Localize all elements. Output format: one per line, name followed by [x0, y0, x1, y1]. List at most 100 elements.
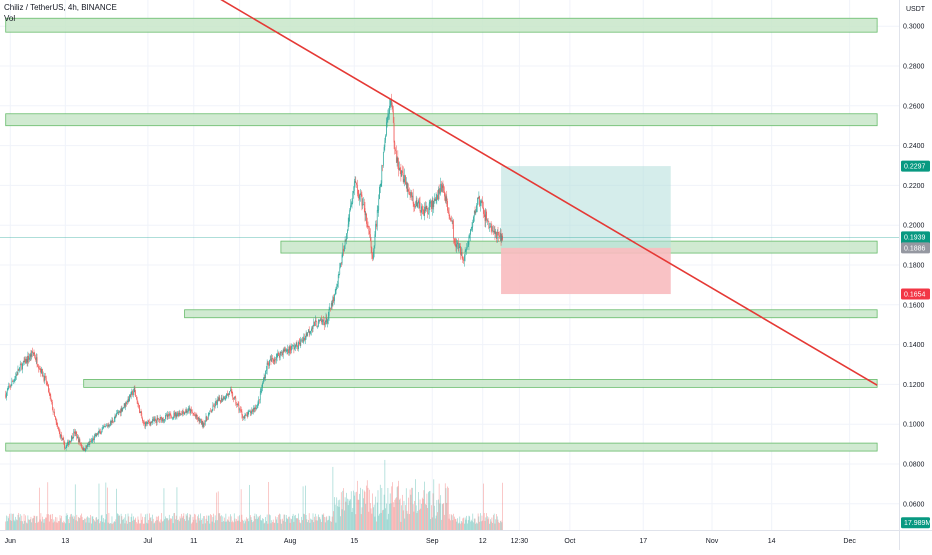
candle-body: [292, 345, 294, 347]
volume-bar: [382, 509, 384, 530]
volume-bar: [182, 515, 184, 530]
candle-body: [5, 394, 7, 398]
volume-bar: [196, 522, 198, 530]
volume-bar: [354, 492, 356, 530]
volume-bar: [457, 518, 458, 530]
candle-body: [343, 245, 345, 252]
candle-body: [452, 220, 454, 225]
volume-bar: [179, 516, 181, 530]
candle-body: [170, 413, 172, 418]
candle-body: [63, 439, 65, 442]
candle-body: [50, 395, 52, 400]
candle-body: [169, 413, 171, 415]
candle-body: [407, 189, 409, 192]
candle-body: [11, 381, 13, 386]
volume-bar: [85, 522, 87, 530]
volume-bar: [259, 514, 261, 530]
volume-label: Vol: [4, 14, 16, 23]
candle-body: [165, 414, 167, 416]
volume-bar: [269, 515, 271, 530]
volume-bar: [9, 513, 10, 530]
candle-body: [240, 409, 242, 412]
volume-bar: [9, 520, 11, 530]
candle-body: [104, 426, 106, 428]
volume-bar: [10, 513, 12, 530]
candle-body: [262, 381, 264, 384]
candle-body: [431, 199, 433, 209]
volume-bar: [93, 518, 94, 530]
candle-body: [103, 426, 105, 428]
volume-bar: [91, 516, 93, 530]
volume-bar: [440, 495, 442, 530]
volume-bar: [456, 521, 458, 530]
volume-bar: [45, 517, 47, 530]
candle-body: [312, 325, 314, 329]
volume-bar: [333, 511, 334, 530]
candle-body: [159, 417, 161, 421]
volume-bar: [238, 520, 240, 530]
candle-body: [75, 431, 77, 435]
candle-body: [207, 415, 209, 420]
candle-body: [321, 318, 322, 323]
candle-body: [369, 234, 371, 242]
candle-body: [235, 397, 237, 404]
candle-body: [198, 417, 200, 422]
candle-body: [314, 320, 316, 326]
candle-body: [380, 183, 382, 186]
candle-body: [239, 409, 240, 411]
support-zone: [83, 379, 878, 388]
candle-body: [411, 192, 412, 198]
volume-bar: [438, 499, 439, 530]
volume-bar: [158, 515, 159, 530]
candle-body: [318, 320, 319, 327]
volume-bar: [301, 520, 303, 530]
volume-bar: [484, 520, 486, 530]
volume-bar: [288, 516, 289, 530]
support-zone: [5, 17, 878, 33]
candle-body: [124, 403, 126, 407]
volume-bar: [407, 513, 409, 530]
candle-body: [86, 445, 88, 447]
volume-bar: [428, 492, 429, 530]
candle-body: [287, 349, 289, 351]
candle-body: [253, 408, 255, 410]
volume-bar: [393, 507, 395, 530]
volume-bar: [113, 522, 114, 530]
volume-bar: [457, 523, 459, 530]
candle-body: [450, 218, 451, 221]
volume-bar: [297, 518, 299, 530]
candle-body: [64, 448, 66, 449]
volume-bar: [207, 520, 208, 530]
volume-bar: [346, 492, 347, 530]
volume-bar: [444, 483, 446, 530]
candle-body: [131, 391, 133, 393]
y-tick-label: 0.2400: [903, 143, 925, 150]
candle-body: [24, 358, 26, 363]
candle-body: [307, 332, 309, 336]
volume-bar: [502, 482, 503, 530]
volume-bar: [131, 513, 133, 530]
candle-body: [78, 439, 80, 443]
volume-bar: [319, 517, 321, 530]
candle-body: [141, 413, 143, 419]
volume-bar: [21, 515, 23, 530]
candle-body: [283, 349, 285, 352]
candle-body: [191, 409, 192, 412]
candle-body: [376, 210, 378, 227]
volume-bar: [64, 522, 65, 530]
volume-bar: [381, 487, 383, 530]
candle-body: [255, 407, 257, 409]
candle-body: [77, 436, 79, 443]
candle-body: [18, 369, 20, 371]
volume-bar: [366, 485, 367, 530]
candle-body: [155, 420, 157, 423]
volume-bar: [434, 518, 436, 530]
volume-bar: [351, 512, 353, 530]
candle-body: [469, 234, 471, 237]
candle-body: [363, 204, 364, 205]
candle-body: [437, 195, 438, 200]
candle-body: [60, 434, 62, 437]
candle-body: [347, 229, 348, 234]
